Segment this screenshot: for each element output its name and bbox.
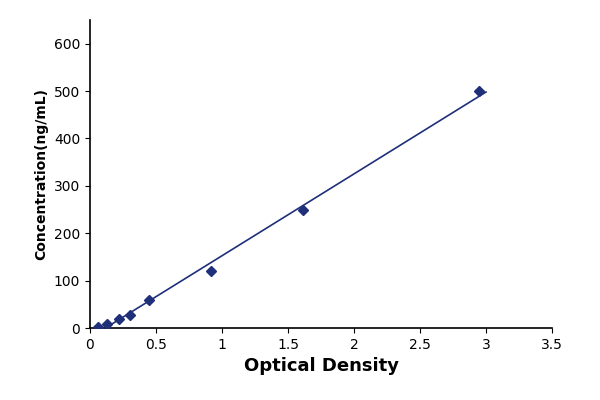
X-axis label: Optical Density: Optical Density [244,357,398,375]
Y-axis label: Concentration(ng/mL): Concentration(ng/mL) [34,88,49,260]
